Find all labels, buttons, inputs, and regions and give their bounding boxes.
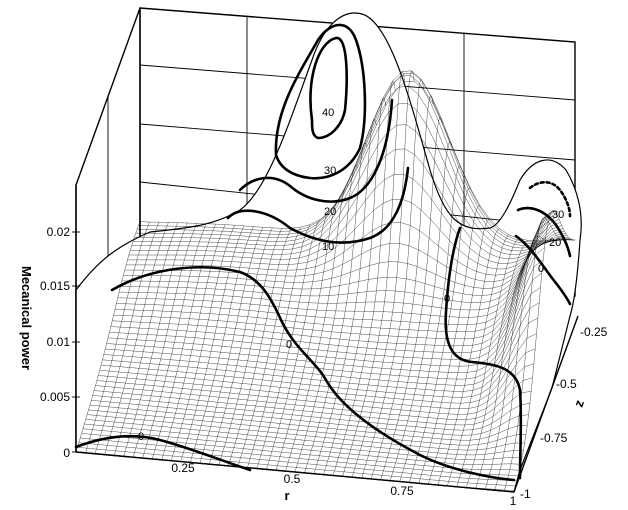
wire-line-z bbox=[466, 240, 528, 488]
wire-line-z bbox=[323, 97, 387, 475]
y-tick-label: -0.5 bbox=[556, 377, 577, 391]
contour-0-right-peak bbox=[514, 234, 572, 306]
wire-line-z bbox=[171, 225, 235, 461]
wire-line-z bbox=[494, 235, 557, 490]
x-tick-label: 0.75 bbox=[390, 484, 414, 498]
wire-line-z bbox=[209, 227, 273, 465]
contour-label: 0 bbox=[538, 263, 544, 275]
z-tick-label: 0.01 bbox=[47, 335, 71, 349]
x-axis-label: r bbox=[284, 488, 289, 503]
contour-label: 20 bbox=[324, 206, 336, 218]
wire-line-z bbox=[428, 219, 490, 485]
wire-line-z bbox=[132, 223, 197, 458]
contour-0-right bbox=[444, 226, 523, 480]
wire-line-z bbox=[142, 223, 207, 459]
contour-label: 0 bbox=[444, 293, 450, 305]
contour-0-front bbox=[74, 434, 252, 472]
wire-line-z bbox=[485, 240, 547, 489]
wire-line-z bbox=[304, 142, 368, 473]
y-tick-label: -0.25 bbox=[580, 325, 608, 339]
wire-line-z bbox=[361, 78, 424, 479]
wire-line-z bbox=[190, 226, 254, 463]
wire-line-z bbox=[399, 165, 462, 482]
wire-line-z bbox=[180, 225, 245, 462]
wire-line-z bbox=[228, 228, 292, 466]
z-tick-label: 0 bbox=[63, 446, 70, 460]
wire-line-z bbox=[94, 222, 160, 454]
contour-40 bbox=[309, 36, 348, 140]
contour-label: 20 bbox=[549, 237, 561, 249]
wire-line-z bbox=[475, 240, 538, 489]
contour-lines bbox=[74, 23, 572, 482]
wire-line-z bbox=[447, 234, 509, 486]
x-tick-label: 1 bbox=[510, 494, 517, 508]
z-tick-label: 0.005 bbox=[40, 390, 70, 404]
wire-line-z bbox=[513, 210, 576, 491]
wire-line-z bbox=[104, 222, 169, 455]
z-depth-axis-ticks: -0.25 -0.5 -0.75 -1 z bbox=[520, 325, 608, 501]
contour-label: 30 bbox=[552, 209, 564, 221]
contour-label: 0 bbox=[138, 431, 144, 443]
wire-line-z bbox=[266, 212, 330, 470]
z-axis-ticks: 0 0.005 0.01 0.015 0.02 bbox=[40, 225, 80, 460]
wire-line-z bbox=[75, 221, 141, 452]
contour-20-right bbox=[516, 206, 572, 258]
wire-line-z bbox=[342, 71, 405, 477]
y-tick-label: -1 bbox=[520, 487, 531, 501]
contour-20 bbox=[238, 98, 394, 203]
x-axis-ticks: 0.25 0.5 0.75 1 r bbox=[171, 461, 516, 508]
wire-line-z bbox=[294, 165, 358, 472]
contour-label: 10 bbox=[322, 241, 334, 253]
wire-line-z bbox=[285, 185, 349, 472]
wire-line-z bbox=[418, 205, 481, 484]
wire-line-z bbox=[247, 224, 311, 468]
wire-line-z bbox=[380, 116, 443, 480]
wire-line-z bbox=[456, 238, 519, 487]
contour-30 bbox=[274, 23, 367, 180]
contour-0-left bbox=[110, 266, 516, 482]
z-axis-label: Mecanical power bbox=[19, 266, 34, 370]
contour-10 bbox=[226, 166, 410, 244]
wire-line-z bbox=[256, 219, 320, 469]
x-tick-label: 0.5 bbox=[284, 472, 301, 486]
front-edges bbox=[75, 185, 579, 493]
contour-label: 0 bbox=[286, 339, 292, 351]
wire-line-z bbox=[409, 187, 472, 483]
wire-line-z bbox=[351, 70, 415, 478]
x-tick-label: 0.25 bbox=[171, 461, 195, 475]
wire-line-z bbox=[85, 221, 150, 453]
y-axis-label: z bbox=[571, 397, 587, 409]
y-tick-label: -0.75 bbox=[540, 431, 568, 445]
wire-line-z bbox=[161, 224, 226, 460]
wire-line-z bbox=[237, 227, 301, 467]
contour-30-right bbox=[528, 180, 572, 218]
wire-line-z bbox=[437, 228, 500, 485]
wire-line-z bbox=[113, 222, 178, 456]
wire-line-z bbox=[371, 95, 434, 479]
wire-line-z bbox=[123, 222, 188, 457]
wire-line-z bbox=[332, 80, 396, 476]
wire-line-z bbox=[199, 227, 264, 464]
wire-line-z bbox=[313, 119, 377, 474]
contour-label-layer: 40 30 20 10 0 0 0 30 20 0 bbox=[138, 107, 564, 443]
wire-line-z bbox=[152, 224, 216, 459]
wire-line-z bbox=[218, 228, 282, 465]
z-tick-label: 0.02 bbox=[47, 225, 71, 239]
contour-label: 40 bbox=[322, 107, 334, 119]
wire-line-z bbox=[390, 141, 453, 481]
contour-label: 30 bbox=[324, 165, 336, 177]
z-tick-label: 0.015 bbox=[40, 279, 70, 293]
